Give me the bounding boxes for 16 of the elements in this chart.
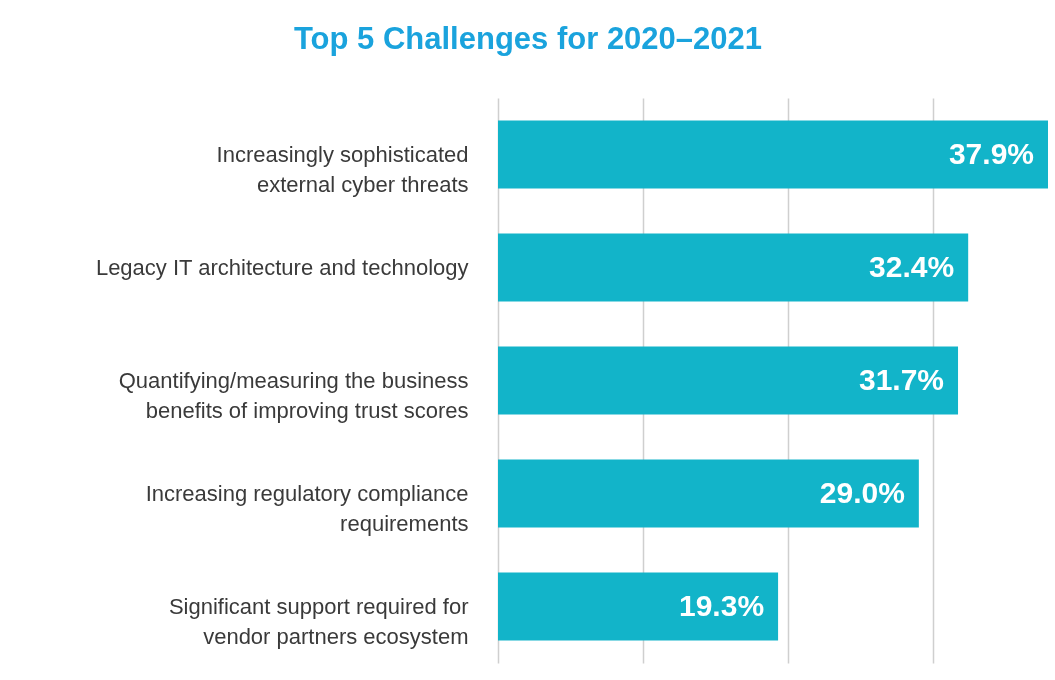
y-tick-label: Significant support required for vendor partners ecosystem: [168, 593, 469, 649]
data-label: 29.0%: [819, 475, 905, 509]
data-label: 31.7%: [858, 362, 945, 396]
data-label: 19.3%: [679, 588, 765, 622]
y-tick-label: Increasingly sophisticated external cyber threats: [216, 141, 469, 197]
y-tick-label: Increasing regulatory compliance requirements: [145, 480, 469, 536]
y-tick-label: Quantifying/measuring the business benefits of improving trust scores: [118, 367, 469, 423]
chart-title: Top 5 Challenges for 2020–2021: [293, 21, 763, 56]
bar: [498, 120, 1048, 189]
bar: [498, 346, 959, 415]
y-tick-label: Legacy IT architecture and technology: [95, 254, 469, 280]
bar: [498, 572, 779, 641]
data-label: 37.9%: [948, 136, 1034, 170]
bar: [498, 459, 919, 528]
data-label: 32.4%: [869, 249, 955, 283]
bar: [498, 233, 969, 302]
